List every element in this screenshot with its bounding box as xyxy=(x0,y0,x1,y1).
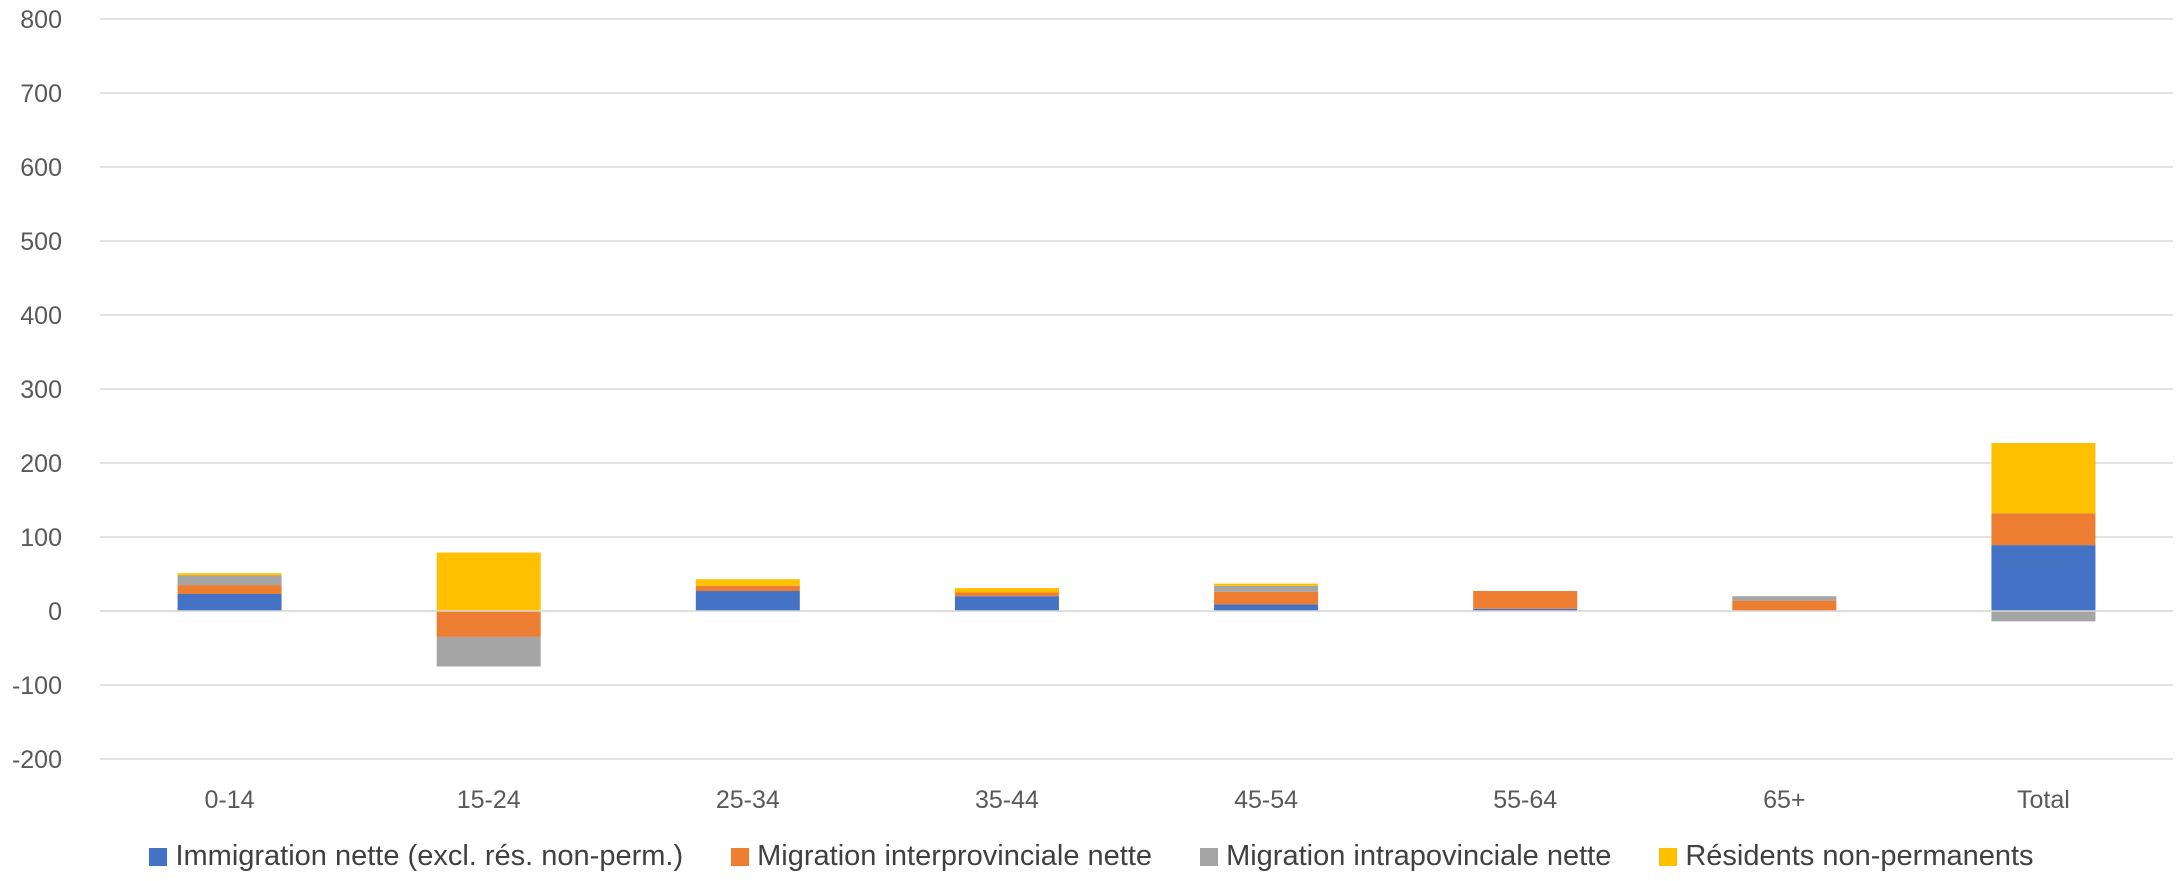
x-tick-label: 45-54 xyxy=(1234,786,1298,814)
gridlines xyxy=(100,18,2173,760)
bar-segment xyxy=(1732,596,1837,601)
bar-segment xyxy=(1214,583,1319,586)
x-tick-label: 25-34 xyxy=(716,786,780,814)
bar-segment xyxy=(177,585,282,594)
x-tick-label: 15-24 xyxy=(457,786,521,814)
legend-label: Immigration nette (excl. rés. non-perm.) xyxy=(175,840,684,872)
y-tick-label: 600 xyxy=(20,154,62,182)
y-tick-label: 200 xyxy=(20,450,62,478)
legend: Immigration nette (excl. rés. non-perm.)… xyxy=(0,840,2183,873)
bar-segment xyxy=(1991,611,2096,622)
bars xyxy=(100,443,2173,667)
bar-segment xyxy=(177,575,282,586)
chart-plot: -200 -100 0 100 200 300 400 500 600 700 800 0-14 15… xyxy=(12,6,2173,814)
legend-item: Migration interprovinciale nette xyxy=(731,840,1152,873)
legend-swatch xyxy=(149,847,168,866)
x-tick-label: 55-64 xyxy=(1493,786,1557,814)
bar-segment xyxy=(1991,513,2096,546)
y-tick-label: 300 xyxy=(20,376,62,404)
y-tick-label: 400 xyxy=(20,302,62,330)
y-tick-label: -100 xyxy=(12,672,62,700)
bar-segment xyxy=(1473,608,1578,611)
x-axis-ticks: 0-14 15-24 25-34 35-44 45-54 55-64 65+ Total xyxy=(205,786,2070,814)
bar-segment xyxy=(436,636,541,667)
y-tick-label: 100 xyxy=(20,524,62,552)
bar-segment xyxy=(177,593,282,611)
legend-label: Migration interprovinciale nette xyxy=(757,840,1153,872)
bar-segment xyxy=(1214,604,1319,611)
x-tick-label: 65+ xyxy=(1763,786,1805,814)
bar-segment xyxy=(1732,600,1837,611)
bar-segment xyxy=(1991,545,2096,611)
bar-segment xyxy=(436,611,541,637)
y-tick-label: -200 xyxy=(12,746,62,774)
y-tick-label: 500 xyxy=(20,228,62,256)
legend-label: Migration intrapovinciale nette xyxy=(1226,840,1612,872)
legend-item: Résidents non-permanents xyxy=(1659,840,2034,873)
bar-segment xyxy=(695,585,800,592)
bar-segment xyxy=(954,592,1059,597)
bar-segment xyxy=(1473,591,1578,609)
y-axis-ticks: -200 -100 0 100 200 300 400 500 600 700 800 xyxy=(12,6,62,774)
bar-segment xyxy=(1991,443,2096,514)
bar-segment xyxy=(177,573,282,576)
bar-segment xyxy=(954,588,1059,593)
bar-segment xyxy=(1214,585,1319,592)
legend-swatch xyxy=(1659,847,1678,866)
legend-swatch xyxy=(731,847,750,866)
bar-segment xyxy=(1214,591,1319,605)
bar-segment xyxy=(436,552,541,611)
bar-segment xyxy=(695,591,800,611)
bar-segment xyxy=(695,579,800,586)
y-tick-label: 0 xyxy=(48,598,62,626)
legend-swatch xyxy=(1200,847,1219,866)
legend-item: Immigration nette (excl. rés. non-perm.) xyxy=(149,840,683,873)
y-tick-label: 800 xyxy=(20,6,62,34)
x-tick-label: Total xyxy=(2017,786,2070,814)
legend-label: Résidents non-permanents xyxy=(1685,840,2034,872)
legend-item: Migration intrapovinciale nette xyxy=(1200,840,1611,873)
y-tick-label: 700 xyxy=(20,80,62,108)
x-tick-label: 0-14 xyxy=(205,786,255,814)
bar-segment xyxy=(954,596,1059,611)
x-tick-label: 35-44 xyxy=(975,786,1039,814)
